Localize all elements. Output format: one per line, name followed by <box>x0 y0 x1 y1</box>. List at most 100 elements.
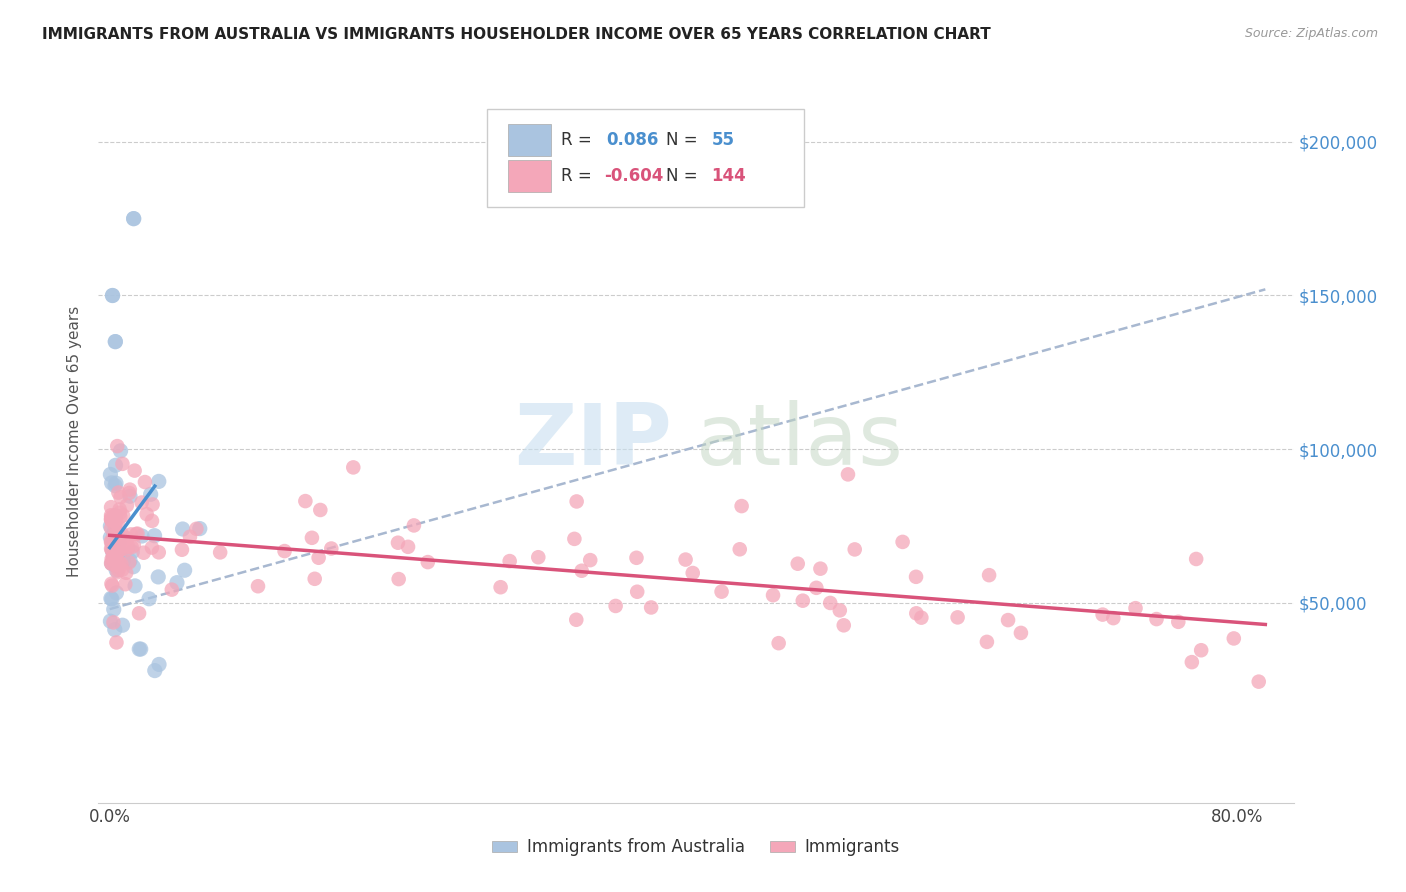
Point <box>1185 552 1208 566</box>
Point <box>111 541 134 556</box>
Text: IMMIGRANTS FROM AUSTRALIA VS IMMIGRANTS HOUSEHOLDER INCOME OVER 65 YEARS CORRELA: IMMIGRANTS FROM AUSTRALIA VS IMMIGRANTS … <box>42 27 991 42</box>
Point <box>103 518 125 533</box>
Point <box>100 500 122 515</box>
Point <box>100 521 122 535</box>
Point <box>101 578 124 592</box>
Point <box>1167 615 1189 629</box>
Point <box>115 499 138 513</box>
Point <box>160 582 183 597</box>
Point <box>100 519 122 533</box>
Point <box>402 518 425 533</box>
Point <box>565 494 588 508</box>
Point <box>905 570 928 584</box>
Point <box>101 536 124 550</box>
Point <box>129 642 152 657</box>
Point <box>124 464 146 478</box>
Point <box>105 553 128 567</box>
Point <box>148 545 170 559</box>
Point <box>132 546 155 560</box>
Point <box>416 555 439 569</box>
Point <box>675 552 697 566</box>
Point <box>111 618 134 632</box>
Point <box>101 288 124 302</box>
Point <box>122 211 145 226</box>
Legend: Immigrants from Australia, Immigrants: Immigrants from Australia, Immigrants <box>485 831 907 863</box>
Point <box>139 487 162 501</box>
Point <box>104 533 127 547</box>
Point <box>107 485 129 500</box>
Point <box>131 495 153 509</box>
Text: Source: ZipAtlas.com: Source: ZipAtlas.com <box>1244 27 1378 40</box>
Point <box>100 475 122 490</box>
Point <box>143 529 166 543</box>
Point <box>100 576 122 591</box>
Point <box>1223 632 1246 646</box>
Text: atlas: atlas <box>696 400 904 483</box>
Point <box>571 564 593 578</box>
Point <box>396 540 419 554</box>
Point <box>844 542 866 557</box>
Point <box>107 518 129 533</box>
Text: 0.086: 0.086 <box>606 130 659 149</box>
Point <box>115 532 138 546</box>
Point <box>768 636 790 650</box>
Point <box>108 530 131 544</box>
Point <box>105 439 128 453</box>
Point <box>114 577 136 591</box>
Point <box>103 509 125 524</box>
Point <box>1010 626 1032 640</box>
Point <box>100 533 122 548</box>
Point <box>108 531 131 545</box>
Point <box>605 599 627 613</box>
Point <box>108 546 131 560</box>
Point <box>128 642 150 657</box>
Point <box>837 467 859 482</box>
Point <box>115 542 138 557</box>
Point <box>387 535 409 549</box>
Point <box>294 494 316 508</box>
Point <box>105 586 128 600</box>
Point <box>209 545 232 559</box>
Point <box>120 527 142 541</box>
Point <box>304 572 326 586</box>
Point <box>110 443 132 458</box>
Point <box>107 546 129 560</box>
Point <box>125 527 148 541</box>
Point <box>308 550 330 565</box>
Point <box>188 522 211 536</box>
Point <box>121 545 143 559</box>
Point <box>342 460 364 475</box>
Point <box>626 550 648 565</box>
Point <box>247 579 270 593</box>
Point <box>105 635 128 649</box>
Point <box>127 526 149 541</box>
Point <box>110 553 132 567</box>
Point <box>124 579 146 593</box>
Point <box>112 554 135 568</box>
Text: ZIP: ZIP <box>515 400 672 483</box>
Text: R =: R = <box>561 167 598 186</box>
Point <box>1102 611 1125 625</box>
Point <box>108 506 131 520</box>
Point <box>148 657 170 672</box>
Text: 55: 55 <box>711 130 734 149</box>
Point <box>135 507 157 521</box>
Point <box>108 527 131 541</box>
Point <box>105 563 128 577</box>
Point <box>806 581 828 595</box>
Point <box>1181 655 1204 669</box>
Point <box>128 607 150 621</box>
Point <box>110 490 132 504</box>
FancyBboxPatch shape <box>509 161 551 192</box>
Point <box>101 288 124 302</box>
Point <box>100 557 122 571</box>
Point <box>118 556 141 570</box>
Point <box>499 554 522 568</box>
Point <box>104 558 127 572</box>
Point <box>104 530 127 544</box>
Point <box>115 566 138 580</box>
Point <box>100 512 122 526</box>
Point <box>1189 643 1212 657</box>
Point <box>110 509 132 524</box>
Point <box>565 613 588 627</box>
